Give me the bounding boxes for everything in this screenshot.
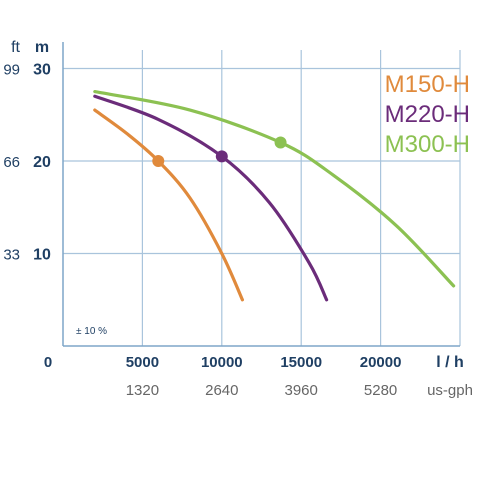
- tolerance-note: ± 10 %: [76, 326, 107, 337]
- y-tick-label: 10: [33, 247, 51, 264]
- legend-entry-m150-h: M150-H: [385, 71, 470, 98]
- y-tick-label: 30: [33, 62, 51, 79]
- markers: [152, 136, 287, 167]
- operating-point-m150-h: [152, 155, 165, 167]
- legend: M150-H M220-H M300-H: [385, 71, 470, 158]
- x-tick-label: 10000: [201, 354, 243, 371]
- primary-x-unit: l / h: [436, 354, 464, 371]
- secondary-x-unit: us-gph: [427, 382, 473, 399]
- legend-entry-m300-h: M300-H: [385, 131, 470, 158]
- y-tick-label: 20: [33, 154, 51, 171]
- x2-tick-label: 3960: [285, 382, 318, 399]
- x2-tick-label: 1320: [126, 382, 159, 399]
- operating-point-m220-h: [215, 150, 228, 163]
- curve-m150-h: [93, 108, 244, 302]
- curve-m300-h: [93, 90, 456, 288]
- curve-m220-h: [93, 94, 329, 302]
- curves: [93, 90, 456, 302]
- y2-tick-label: 33: [3, 247, 20, 264]
- x2-tick-label: 2640: [205, 382, 238, 399]
- axes: [62, 42, 460, 347]
- tick-labels: 10 33 20 66 30 99 0 5000 10000 15000 20000 1320 2640…: [3, 62, 401, 400]
- x2-tick-label: 5280: [364, 382, 397, 399]
- y2-tick-label: 99: [3, 62, 20, 79]
- primary-y-unit: m: [35, 39, 49, 56]
- x-tick-label: 5000: [126, 354, 159, 371]
- x-tick-label: 15000: [280, 354, 322, 371]
- operating-point-m300-h: [274, 136, 287, 149]
- x-tick-label: 0: [44, 354, 52, 371]
- y2-tick-label: 66: [3, 154, 20, 171]
- x-tick-label: 20000: [360, 354, 402, 371]
- legend-entry-m220-h: M220-H: [385, 101, 470, 128]
- secondary-y-unit: ft: [11, 39, 20, 56]
- grid: [63, 50, 461, 346]
